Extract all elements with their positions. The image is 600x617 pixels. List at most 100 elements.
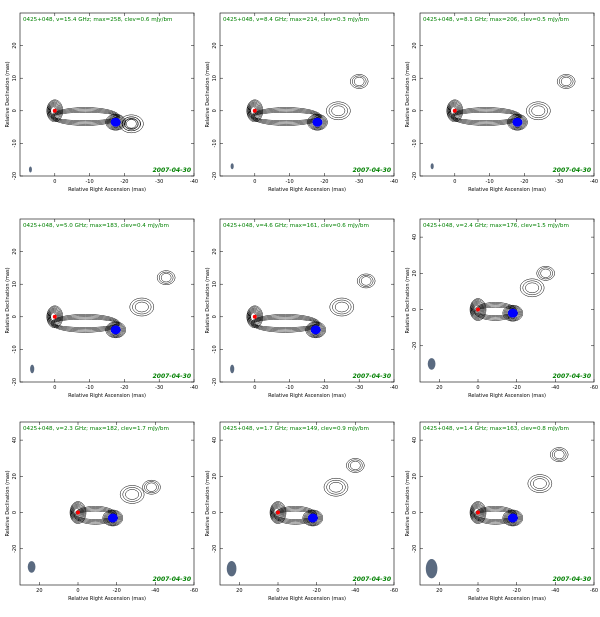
y-axis-label: Relative Declination (mas) [5,470,11,536]
bridge-contour [252,109,321,124]
jet-contour [329,297,355,317]
jet-contour [134,301,149,313]
beam-ellipse [430,163,434,170]
x-tick-label: -20 [520,179,528,185]
extended-contour [553,450,565,460]
component-contour [502,304,524,322]
component-contour [311,116,324,128]
y-tick-label: -20 [412,342,418,350]
panel-title: 0425+048, ν=8.1 GHz; max=206, clev=0.5 m… [423,17,569,23]
extended-contour [160,273,172,283]
bridge-contour [451,108,521,125]
y-tick-label: 20 [12,473,18,479]
x-axis-label: Relative Right Ascension (mas) [68,596,146,602]
bridge-contour [473,506,518,525]
core-contour [69,501,87,524]
jet-contour [526,101,551,121]
panel-date: 2007-04-30 [353,576,391,583]
bridge-contour [252,110,320,123]
map-panel: 0425+048, ν=8.1 GHz; max=206, clev=0.5 m… [405,12,598,193]
y-tick-label: -20 [12,545,18,553]
y-tick-label: -20 [412,172,418,180]
jet-contour [326,101,351,121]
y-tick-label: -10 [12,345,18,353]
core-marker [52,314,57,319]
x-tick-label: -20 [320,385,328,391]
core-contour [470,299,486,320]
y-tick-label: 40 [12,437,18,443]
jet-contour [328,103,348,119]
component-marker [312,117,323,127]
extended-contour [346,458,365,473]
extended-contour [538,267,553,280]
core-contour [270,502,286,523]
y-tick-label: -20 [12,378,18,386]
component-contour [109,116,122,128]
panel-title: 0425+048, ν=5.0 GHz; max=183, clev=0.4 m… [23,223,169,229]
x-tick-label: -40 [551,588,559,594]
x-tick-label: -40 [190,179,198,185]
extended-contour [551,448,567,461]
extended-contour [536,266,555,281]
beam-ellipse [425,559,438,579]
bridge-contour [250,314,320,333]
beam-ellipse [226,560,237,577]
component-marker [310,325,321,335]
extended-contour [144,481,159,494]
x-tick-label: -20 [120,179,128,185]
y-tick-label: -20 [12,172,18,180]
component-marker [307,513,318,523]
panel-date: 2007-04-30 [353,167,391,174]
panel-title: 0425+048, ν=8.4 GHz; max=214, clev=0.3 m… [223,17,369,23]
y-tick-label: 0 [412,308,418,311]
map-panel: 0425+048, ν=2.3 GHz; max=182, clev=1.7 m… [5,421,198,602]
map-panel: 0425+048, ν=5.0 GHz; max=183, clev=0.4 m… [5,218,198,399]
x-axis-label: Relative Right Ascension (mas) [268,596,346,602]
y-tick-label: -10 [212,345,218,353]
bridge-contour [52,316,119,331]
beam-ellipse [28,166,32,173]
y-axis-label: Relative Declination (mas) [205,267,211,333]
x-tick-label: -20 [320,179,328,185]
component-contour [307,323,324,337]
map-panel: 0425+048, ν=1.7 GHz; max=149, clev=0.9 m… [205,421,398,602]
component-contour [105,321,126,339]
x-tick-label: -40 [590,179,598,185]
jet-contour [323,477,349,497]
extended-contour [556,74,576,89]
jet-contour [329,481,343,493]
core-contour [269,501,287,524]
x-tick-label: 20 [236,588,242,594]
component-contour [504,511,522,525]
plot-frame [419,421,595,586]
plot-frame [219,218,395,383]
plot-frame [19,421,195,586]
extended-contour [540,268,551,278]
y-axis-label: Relative Declination (mas) [5,267,11,333]
core-marker [476,307,480,312]
bridge-contour [52,109,119,124]
core-contour [470,300,485,319]
y-tick-label: -20 [212,172,218,180]
x-tick-label: -20 [313,588,321,594]
component-contour [106,322,125,338]
y-tick-label: 0 [212,315,218,318]
extended-contour [356,273,376,289]
x-tick-label: 0 [453,179,456,185]
y-axis-label: Relative Declination (mas) [405,61,411,127]
bridge-contour [252,316,319,331]
core-contour [249,310,259,324]
jet-contour [519,278,545,298]
plot-area [30,270,176,374]
bridge-contour [253,318,317,328]
core-contour [469,298,487,321]
y-tick-label: 10 [212,75,218,81]
panel-date: 2007-04-30 [353,373,391,380]
panel-date: 2007-04-30 [153,167,191,174]
x-tick-label: 0 [276,588,279,594]
x-tick-label: 0 [76,588,79,594]
y-tick-label: 0 [412,109,418,112]
plot-area [230,273,376,374]
map-panel: 0425+048, ν=8.4 GHz; max=214, clev=0.3 m… [205,12,398,193]
x-tick-label: 0 [53,385,56,391]
